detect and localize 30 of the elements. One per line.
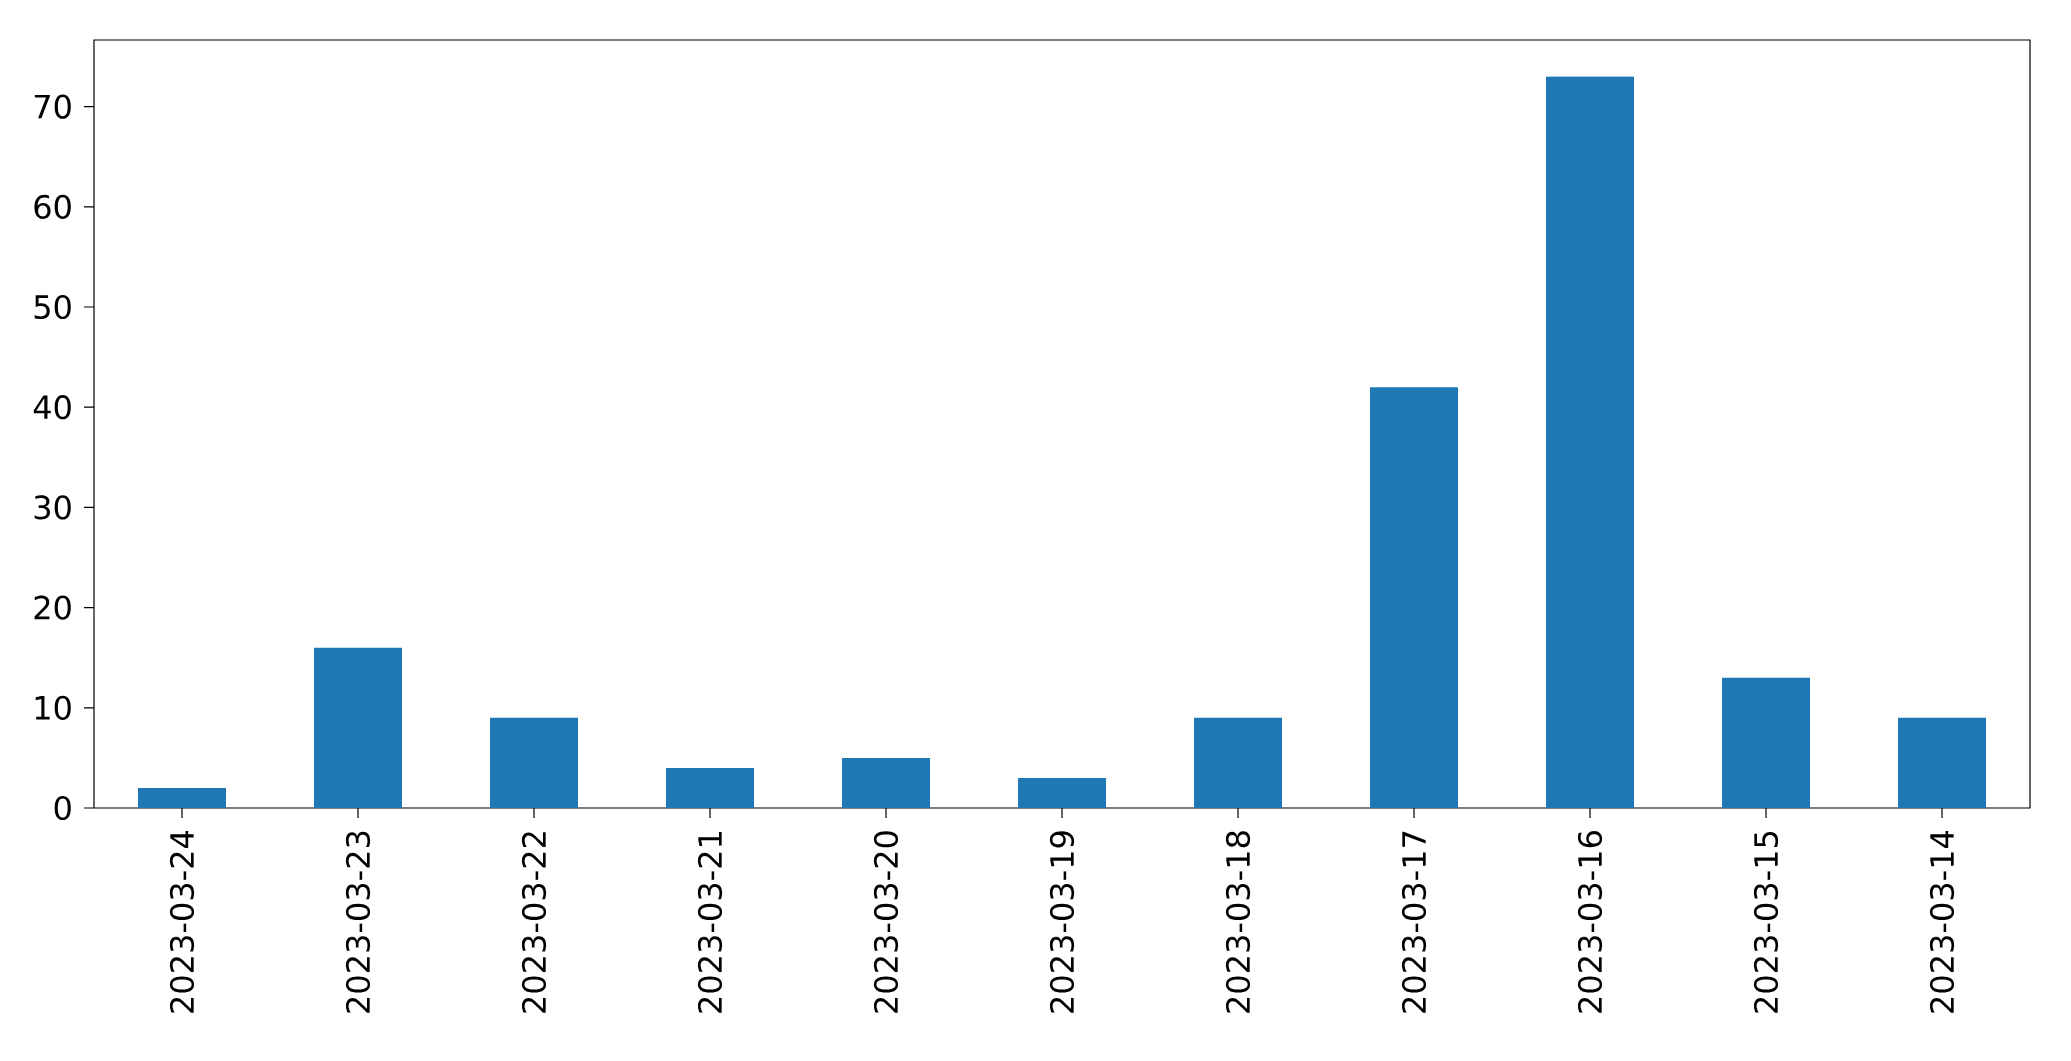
x-tick-label: 2023-03-23 bbox=[345, 831, 371, 1013]
bar bbox=[490, 717, 579, 808]
bar bbox=[1018, 777, 1107, 808]
bar bbox=[1370, 387, 1459, 808]
bar bbox=[314, 647, 403, 808]
bar bbox=[666, 767, 755, 808]
x-tick-label: 2023-03-15 bbox=[1753, 831, 1779, 1013]
bar bbox=[1546, 76, 1635, 808]
bar bbox=[1194, 717, 1283, 808]
x-tick-label: 2023-03-21 bbox=[697, 832, 723, 1013]
x-tick-label: 2023-03-20 bbox=[873, 831, 899, 1013]
x-tick-label: 2023-03-14 bbox=[1929, 830, 1955, 1013]
y-tick-label: 10 bbox=[35, 695, 71, 720]
bar bbox=[138, 787, 226, 808]
y-tick-label: 20 bbox=[34, 595, 71, 620]
x-tick-label: 2023-03-24 bbox=[169, 830, 195, 1013]
x-tick-label: 2023-03-19 bbox=[1049, 831, 1075, 1013]
bar bbox=[1898, 717, 1987, 808]
x-tick-label: 2023-03-22 bbox=[521, 832, 547, 1013]
y-tick-label: 50 bbox=[34, 294, 71, 320]
x-tick-label: 2023-03-16 bbox=[1577, 831, 1603, 1013]
bar bbox=[1722, 677, 1811, 808]
y-tick-label: 60 bbox=[34, 194, 71, 219]
x-tick-label: 2023-03-18 bbox=[1225, 831, 1251, 1013]
y-tick-label: 70 bbox=[34, 94, 71, 119]
y-tick-label: 40 bbox=[33, 395, 71, 420]
y-tick-label: 30 bbox=[34, 495, 71, 520]
x-tick-label: 2023-03-17 bbox=[1401, 831, 1427, 1013]
y-tick-label: 0 bbox=[54, 795, 71, 821]
bar bbox=[842, 757, 931, 808]
